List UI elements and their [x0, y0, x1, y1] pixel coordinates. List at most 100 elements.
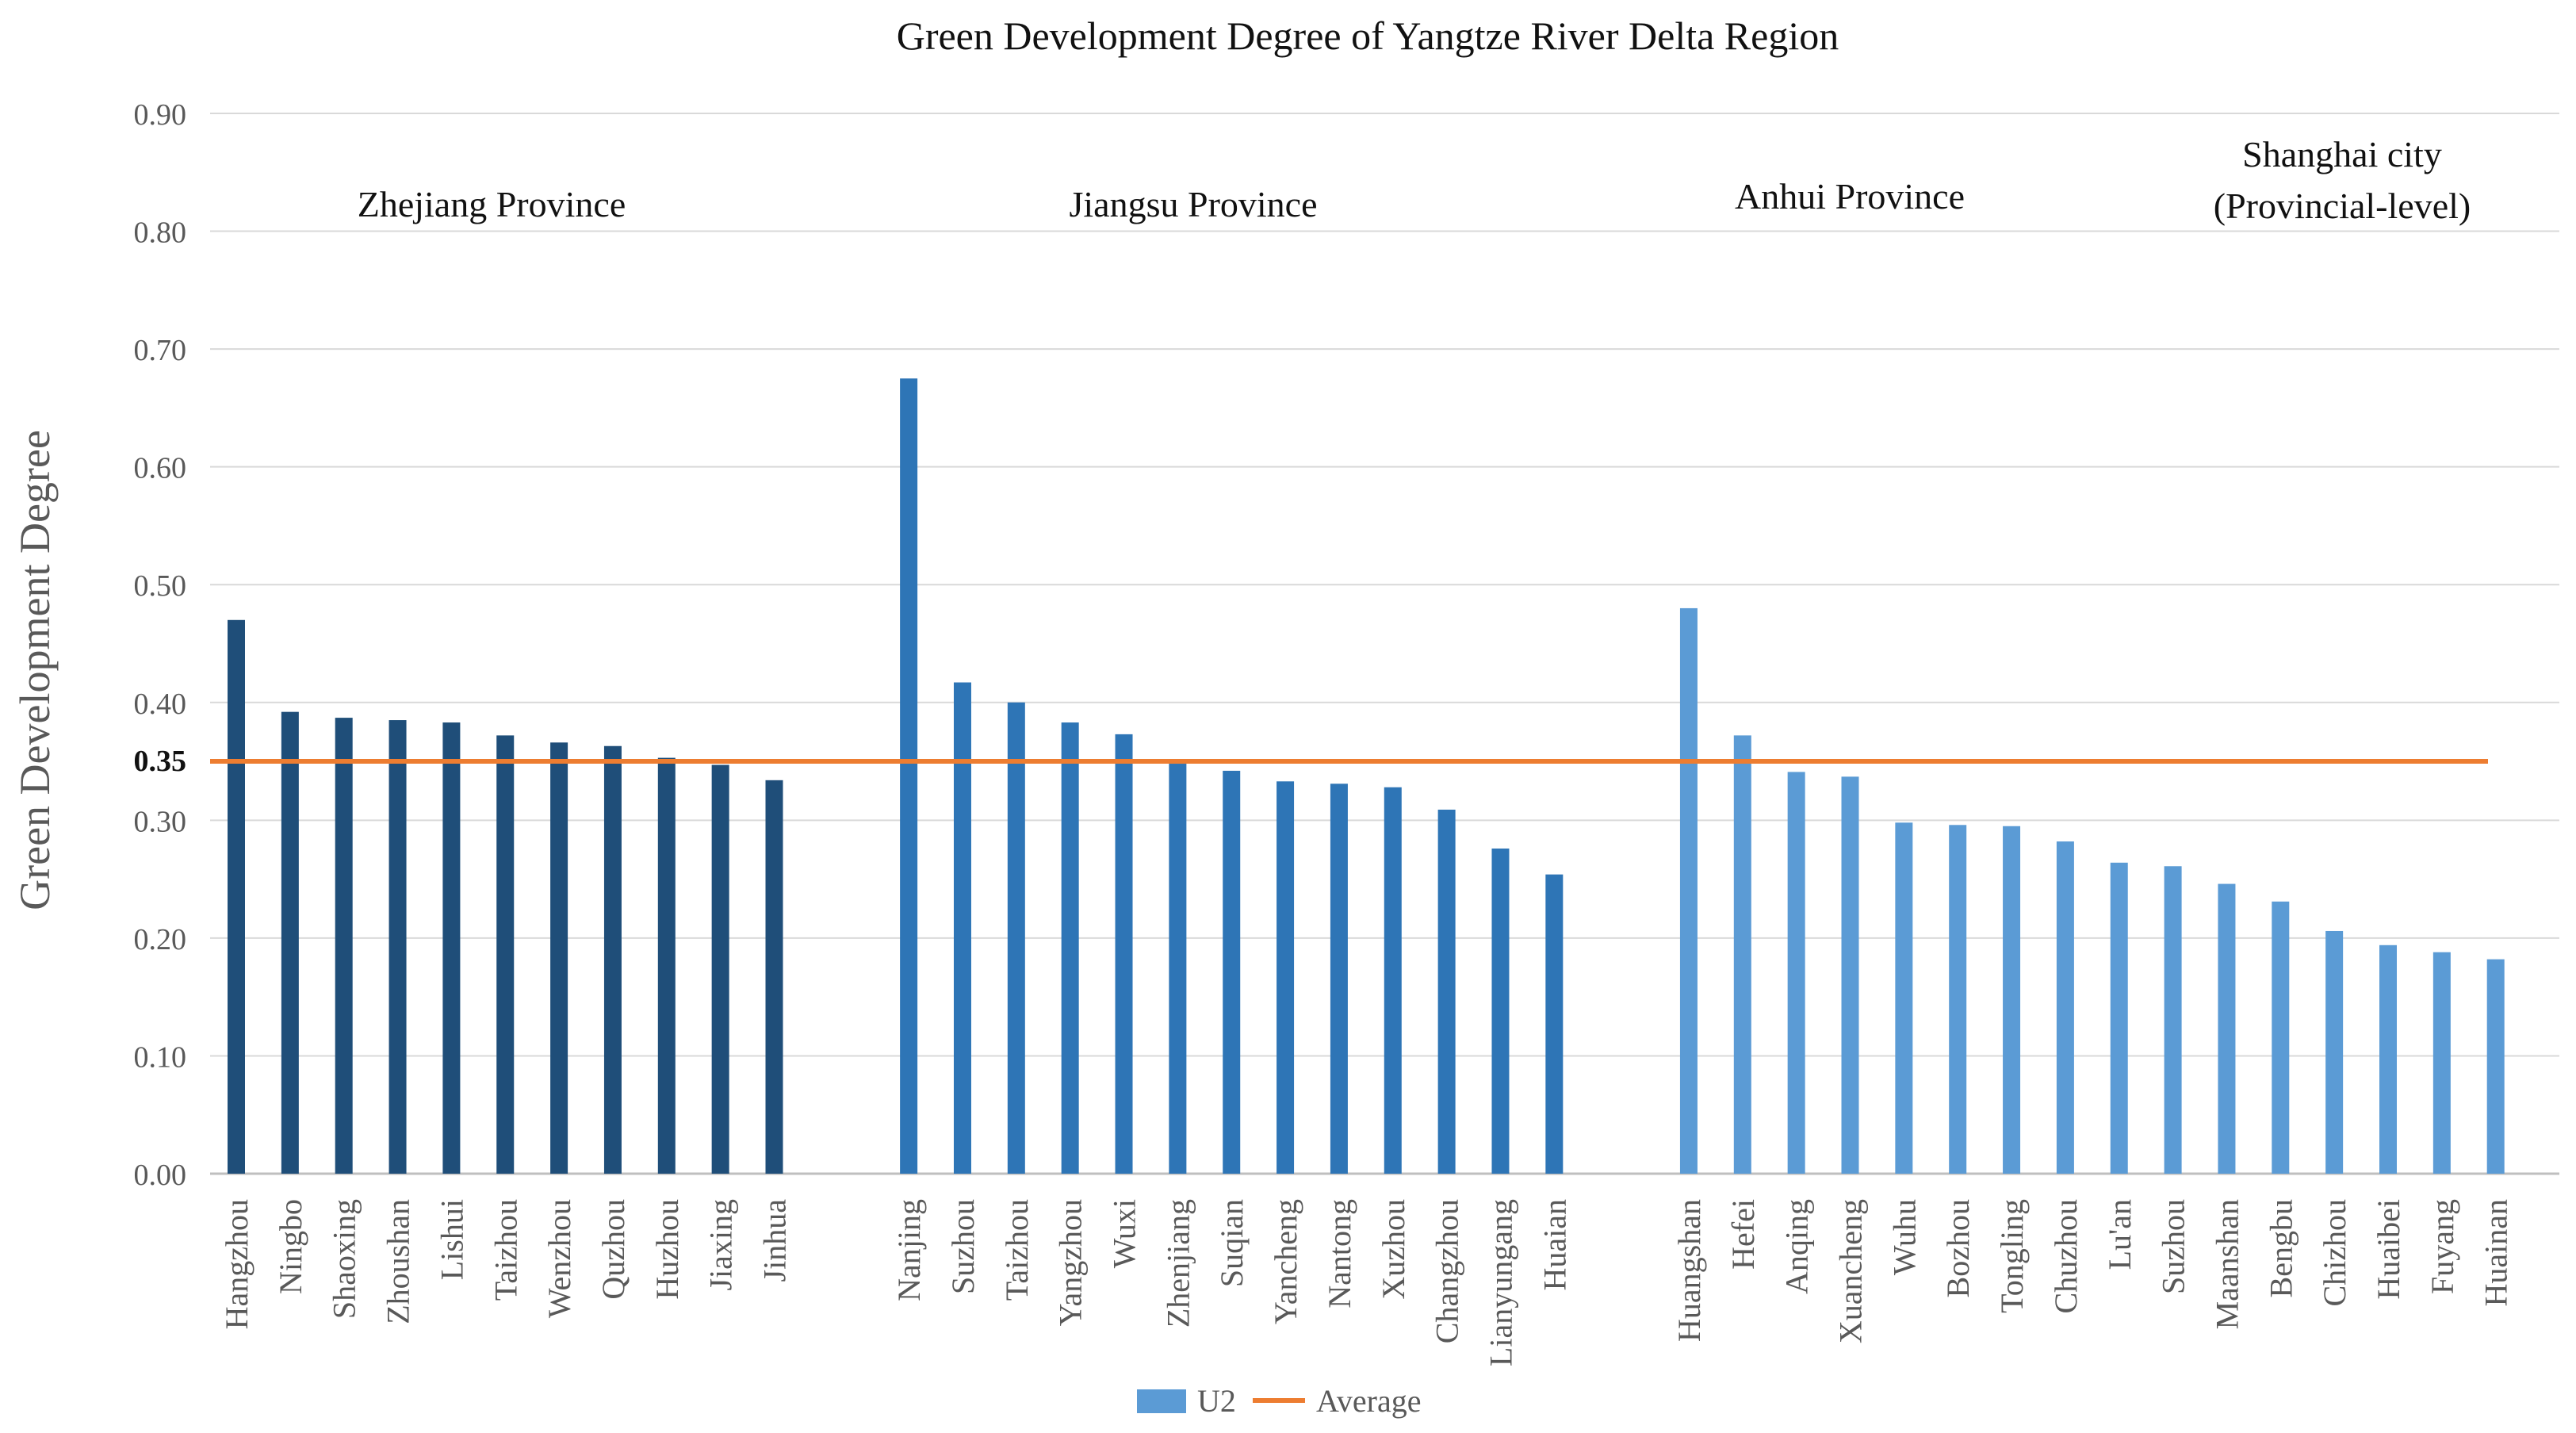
province-label: Jiangsu Province	[1069, 184, 1317, 224]
bar-yangzhou	[1061, 722, 1079, 1174]
legend-label-u2: U2	[1197, 1383, 1236, 1419]
bar-huainan	[2486, 959, 2505, 1174]
bar-taizhou	[496, 735, 515, 1174]
bar-tongling	[2003, 826, 2021, 1174]
x-tick-label: Lu'an	[2102, 1199, 2138, 1270]
chart-title: Green Development Degree of Yangtze Rive…	[897, 13, 1839, 58]
x-tick-label: Ningbo	[273, 1199, 308, 1294]
bar-shaoxing	[335, 718, 353, 1174]
bar-nantong	[1330, 784, 1348, 1174]
bar-huaibei	[2379, 944, 2397, 1174]
bar-chizhou	[2325, 930, 2344, 1174]
bars	[228, 378, 2505, 1174]
x-tick-label: Hangzhou	[219, 1199, 255, 1329]
x-tick-label: Suzhou	[2156, 1199, 2191, 1294]
x-tick-label: Nantong	[1322, 1199, 1357, 1308]
x-tick-label: Zhenjiang	[1160, 1199, 1196, 1328]
x-tick-label: Huainan	[2478, 1199, 2514, 1307]
x-tick-label: Huangshan	[1671, 1199, 1707, 1342]
y-tick-label: 0.90	[134, 98, 187, 132]
bar-suzhou	[953, 682, 971, 1174]
province-label: Shanghai city	[2242, 134, 2442, 174]
y-axis-label: Green Development Degree	[11, 430, 59, 910]
x-tick-label: Anqing	[1779, 1199, 1815, 1294]
x-tick-label: Huaian	[1537, 1199, 1572, 1291]
y-tick-label: 0.40	[134, 688, 187, 721]
bar-lu-an	[2110, 862, 2128, 1174]
x-axis-categories: Hangzhou Ningbo Shaoxing Zhoushan Lishui Taiz…	[219, 1199, 2514, 1366]
bar-suqian	[1223, 770, 1241, 1174]
bar-ningbo	[281, 711, 299, 1174]
x-tick-label: Changzhou	[1430, 1199, 1465, 1343]
x-tick-label: Jiaxing	[703, 1199, 739, 1291]
province-label: Anhui Province	[1735, 176, 1965, 216]
bar-bengbu	[2272, 901, 2290, 1174]
x-tick-label: Wenzhou	[542, 1199, 577, 1318]
average-line-group: 0.35	[134, 745, 2488, 778]
bar-jiaxing	[711, 764, 729, 1174]
province-label: (Provincial-level)	[2214, 186, 2471, 226]
x-tick-label: Tongling	[1994, 1199, 2030, 1313]
x-tick-label: Suzhou	[945, 1199, 981, 1294]
x-tick-label: Shaoxing	[327, 1199, 362, 1319]
y-tick-label: 0.10	[134, 1040, 187, 1074]
x-tick-label: Hefei	[1725, 1199, 1761, 1270]
y-tick-label: 0.80	[134, 216, 187, 250]
bar-jinhua	[765, 780, 783, 1174]
province-labels: Zhejiang Province Jiangsu Province Anhui P…	[358, 134, 2471, 226]
x-tick-label: Zhoushan	[381, 1199, 416, 1324]
bar-hangzhou	[228, 619, 245, 1174]
bar-huzhou	[657, 757, 676, 1174]
y-tick-label: 0.00	[134, 1159, 187, 1192]
legend-label-average: Average	[1316, 1383, 1422, 1419]
province-label: Zhejiang Province	[358, 184, 626, 224]
x-tick-label: Huzhou	[649, 1199, 685, 1300]
x-tick-label: Maanshan	[2209, 1199, 2245, 1329]
bar-zhoushan	[389, 720, 407, 1174]
x-tick-label: Yangzhou	[1053, 1199, 1089, 1326]
x-tick-label: Taizhou	[999, 1199, 1035, 1301]
y-tick-label: 0.30	[134, 805, 187, 838]
bar-bozhou	[1949, 825, 1967, 1174]
x-tick-label: Huaibei	[2371, 1199, 2406, 1300]
bar-changzhou	[1437, 809, 1456, 1174]
x-tick-label: Lishui	[434, 1199, 469, 1280]
bar-taizhou	[1007, 702, 1025, 1174]
bar-lianyungang	[1491, 848, 1510, 1174]
bar-zhenjiang	[1169, 764, 1187, 1174]
average-value-label: 0.35	[134, 745, 187, 778]
x-tick-label: Yancheng	[1268, 1199, 1303, 1324]
x-tick-label: Wuhu	[1886, 1199, 1922, 1275]
x-tick-label: Lianyungang	[1483, 1199, 1518, 1366]
x-tick-label: Xuancheng	[1833, 1199, 1869, 1343]
bar-huaian	[1545, 874, 1564, 1174]
y-axis-ticks: 0.00 0.10 0.20 0.30 0.40 0.50 0.60 0.70 0.80 0.90	[134, 98, 187, 1192]
x-tick-label: Taizhou	[488, 1199, 523, 1301]
legend-swatch-u2	[1137, 1389, 1186, 1413]
bar-yancheng	[1277, 781, 1295, 1174]
bar-suzhou	[2164, 866, 2182, 1174]
bar-quzhou	[603, 745, 622, 1174]
bar-xuzhou	[1384, 787, 1402, 1174]
x-tick-label: Suqian	[1214, 1199, 1250, 1287]
x-tick-label: Quzhou	[595, 1199, 631, 1300]
bar-xuancheng	[1841, 776, 1859, 1174]
bar-wuhu	[1895, 822, 1913, 1174]
gridlines	[210, 113, 2559, 1175]
x-tick-label: Nanjing	[891, 1199, 927, 1301]
x-tick-label: Chuzhou	[2048, 1199, 2084, 1313]
x-tick-label: Jinhua	[757, 1199, 793, 1282]
x-tick-label: Wuxi	[1107, 1199, 1143, 1268]
y-tick-label: 0.70	[134, 334, 187, 367]
bar-hefei	[1733, 735, 1751, 1174]
x-tick-label: Chizhou	[2317, 1199, 2352, 1307]
y-tick-label: 0.60	[134, 452, 187, 485]
x-tick-label: Xuzhou	[1376, 1199, 1411, 1300]
x-tick-label: Fuyang	[2425, 1199, 2460, 1294]
y-tick-label: 0.50	[134, 569, 187, 603]
bar-chuzhou	[2056, 841, 2074, 1174]
y-tick-label: 0.20	[134, 923, 187, 956]
bar-fuyang	[2432, 952, 2451, 1174]
